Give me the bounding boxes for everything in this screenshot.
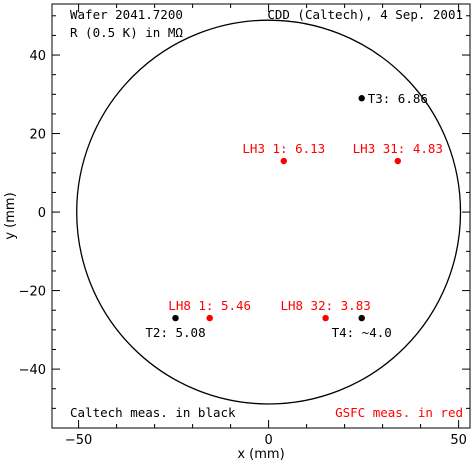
data-points [172, 95, 401, 322]
plot-frame [51, 3, 471, 429]
y-tick-label: 20 [29, 128, 46, 143]
y-tick-label: −40 [19, 363, 46, 378]
point-label: T3: 6.86 [368, 91, 428, 106]
data-point [358, 314, 365, 322]
data-point [206, 314, 213, 322]
y-axis-label: y (mm) [3, 192, 18, 239]
point-labels: T3: 6.86 T2: 5.08 T4: ~4.0 LH3 1: 6.13 LH3 3… [145, 91, 443, 340]
y-tick-label: 0 [38, 206, 46, 221]
data-point [322, 314, 329, 322]
header-source-date: CDD (Caltech), 4 Sep. 2001 [267, 7, 463, 22]
x-tick-label: −50 [65, 433, 92, 448]
data-point [358, 95, 365, 102]
x-tick-label: 0 [264, 433, 272, 448]
footer-caltech-note: Caltech meas. in black [70, 405, 236, 420]
point-label: T2: 5.08 [145, 325, 205, 340]
x-axis-label: x (mm) [237, 447, 284, 462]
point-label: LH3 31: 4.83 [353, 141, 443, 156]
footer-gsfc-note: GSFC meas. in red [335, 405, 463, 420]
data-point [394, 157, 401, 165]
header-resistance-unit: R (0.5 K) in MΩ [70, 25, 183, 40]
data-point [280, 157, 287, 165]
y-tick-label: 40 [29, 49, 46, 64]
point-label: LH3 1: 6.13 [242, 141, 325, 156]
point-label: LH8 32: 3.83 [280, 298, 370, 313]
point-label: LH8 1: 5.46 [168, 298, 251, 313]
header-wafer-id: Wafer 2041.7200 [70, 7, 183, 22]
wafer-outline-circle [76, 19, 462, 405]
axis-ticks [52, 4, 470, 428]
point-label: T4: ~4.0 [332, 325, 392, 340]
data-point [172, 314, 179, 322]
y-tick-label: −20 [19, 285, 46, 300]
x-tick-label: 50 [450, 433, 467, 448]
tick-labels: −50 0 50 −40 −20 0 20 40 [19, 49, 467, 448]
